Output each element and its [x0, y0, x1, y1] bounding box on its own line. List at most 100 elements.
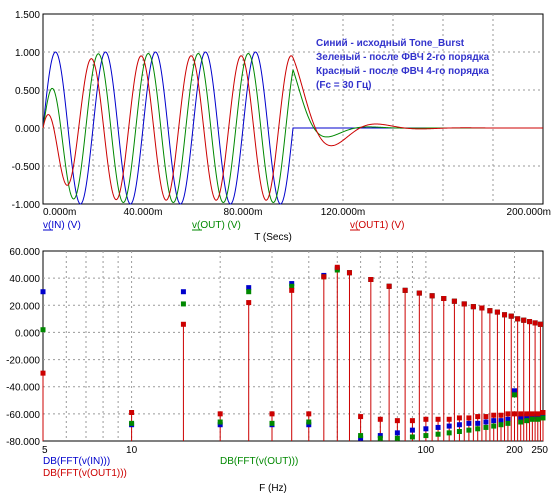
fft-point-3 — [483, 414, 488, 419]
fft-point-2 — [410, 434, 415, 439]
fft-point-3 — [541, 410, 546, 415]
fft-point-2 — [246, 289, 251, 294]
fft-point-3 — [358, 414, 363, 419]
fft-point-3 — [270, 411, 275, 416]
fft-point-2 — [41, 327, 46, 332]
fft-point-3 — [487, 308, 492, 313]
fft-point-3 — [530, 411, 535, 416]
fft-point-3 — [410, 418, 415, 423]
fft-point-3 — [466, 415, 471, 420]
legend-label: DB(FFT(v(OUT1))) — [43, 468, 127, 479]
fft-point-3 — [417, 291, 422, 296]
fft-point-3 — [538, 322, 543, 327]
fft-point-1 — [457, 422, 462, 427]
fft-point-2 — [457, 429, 462, 434]
y-tick-label: -60.000 — [6, 410, 40, 421]
y-tick-label: 20.000 — [9, 301, 40, 312]
fft-point-3 — [502, 312, 507, 317]
fft-point-3 — [430, 293, 435, 298]
fft-point-3 — [527, 319, 532, 324]
legend-label: v(OUT1) (V) — [350, 220, 404, 231]
legend-label: v(IN) (V) — [43, 220, 81, 231]
fft-point-3 — [447, 417, 452, 422]
fft-point-2 — [483, 425, 488, 430]
annotation-line: (Fc = 30 Гц) — [316, 80, 371, 91]
fft-point-2 — [270, 421, 275, 426]
fft-point-1 — [410, 428, 415, 433]
fft-point-2 — [358, 433, 363, 438]
fft-point-3 — [441, 296, 446, 301]
fft-point-2 — [530, 417, 535, 422]
y-tick-label: -40.000 — [6, 383, 40, 394]
fft-point-3 — [378, 417, 383, 422]
fft-point-3 — [512, 411, 517, 416]
y-tick-label: 0.000 — [15, 124, 40, 135]
fft-point-2 — [378, 436, 383, 441]
fft-point-3 — [289, 288, 294, 293]
fft-point-3 — [535, 411, 540, 416]
fft-point-2 — [436, 432, 441, 437]
fft-point-1 — [466, 421, 471, 426]
fft-point-1 — [395, 430, 400, 435]
fft-point-2 — [524, 418, 529, 423]
fft-point-2 — [447, 430, 452, 435]
y-tick-label: -80.000 — [6, 437, 40, 448]
fft-point-3 — [505, 411, 510, 416]
fft-point-2 — [129, 421, 134, 426]
fft-point-3 — [515, 316, 520, 321]
x-tick-label: 200 — [506, 445, 523, 456]
legend-label: DB(FFT(v(OUT))) — [220, 456, 298, 467]
fft-point-3 — [462, 301, 467, 306]
fft-point-3 — [347, 270, 352, 275]
fft-point-1 — [447, 424, 452, 429]
fft-point-3 — [533, 320, 538, 325]
y-tick-label: 1.500 — [15, 10, 40, 21]
fft-point-3 — [423, 417, 428, 422]
fft-point-3 — [246, 300, 251, 305]
fft-point-3 — [403, 288, 408, 293]
annotation-line: Зеленый - после ФВЧ 2-го порядка — [316, 52, 490, 63]
fft-point-1 — [41, 289, 46, 294]
x-tick-label: 100 — [418, 445, 435, 456]
fft-point-2 — [518, 420, 523, 425]
fft-point-3 — [509, 314, 514, 319]
fft-point-2 — [181, 301, 186, 306]
x-tick-label: 120.000m — [321, 207, 365, 218]
annotation-line: Красный - после ФВЧ 4-го порядка — [316, 66, 489, 77]
fft-point-2 — [505, 421, 510, 426]
legend-label: v(OUT) (V) — [192, 220, 241, 231]
y-tick-label: 1.000 — [15, 48, 40, 59]
fft-point-1 — [491, 418, 496, 423]
y-tick-label: 60.000 — [9, 247, 40, 258]
fft-point-3 — [41, 371, 46, 376]
annotation-line: Синий - исходный Tone_Burst — [316, 38, 465, 49]
fft-point-2 — [499, 422, 504, 427]
fft-point-2 — [423, 433, 428, 438]
fft-point-3 — [387, 284, 392, 289]
fft-point-2 — [218, 420, 223, 425]
fft-point-1 — [181, 289, 186, 294]
fft-point-3 — [368, 277, 373, 282]
y-tick-label: 40.000 — [9, 274, 40, 285]
x-tick-label: 10 — [126, 445, 138, 456]
fft-point-3 — [479, 306, 484, 311]
fft-point-2 — [512, 392, 517, 397]
x-tick-label: 200.000m — [507, 207, 551, 218]
fft-point-3 — [395, 418, 400, 423]
fft-point-2 — [306, 420, 311, 425]
x-tick-label: 250 — [531, 445, 548, 456]
fft-point-3 — [181, 322, 186, 327]
fft-point-3 — [335, 265, 340, 270]
fft-point-3 — [321, 274, 326, 279]
y-tick-label: -0.500 — [12, 162, 41, 173]
fft-point-2 — [466, 428, 471, 433]
fft-point-3 — [495, 310, 500, 315]
fft-point-3 — [436, 417, 441, 422]
fft-point-3 — [218, 411, 223, 416]
y-tick-label: -20.000 — [6, 356, 40, 367]
fft-point-3 — [475, 414, 480, 419]
fft-plot: 60.000 40.000 20.000 0.000 -20.000 -40.000 -60… — [6, 247, 548, 494]
fft-point-3 — [457, 415, 462, 420]
